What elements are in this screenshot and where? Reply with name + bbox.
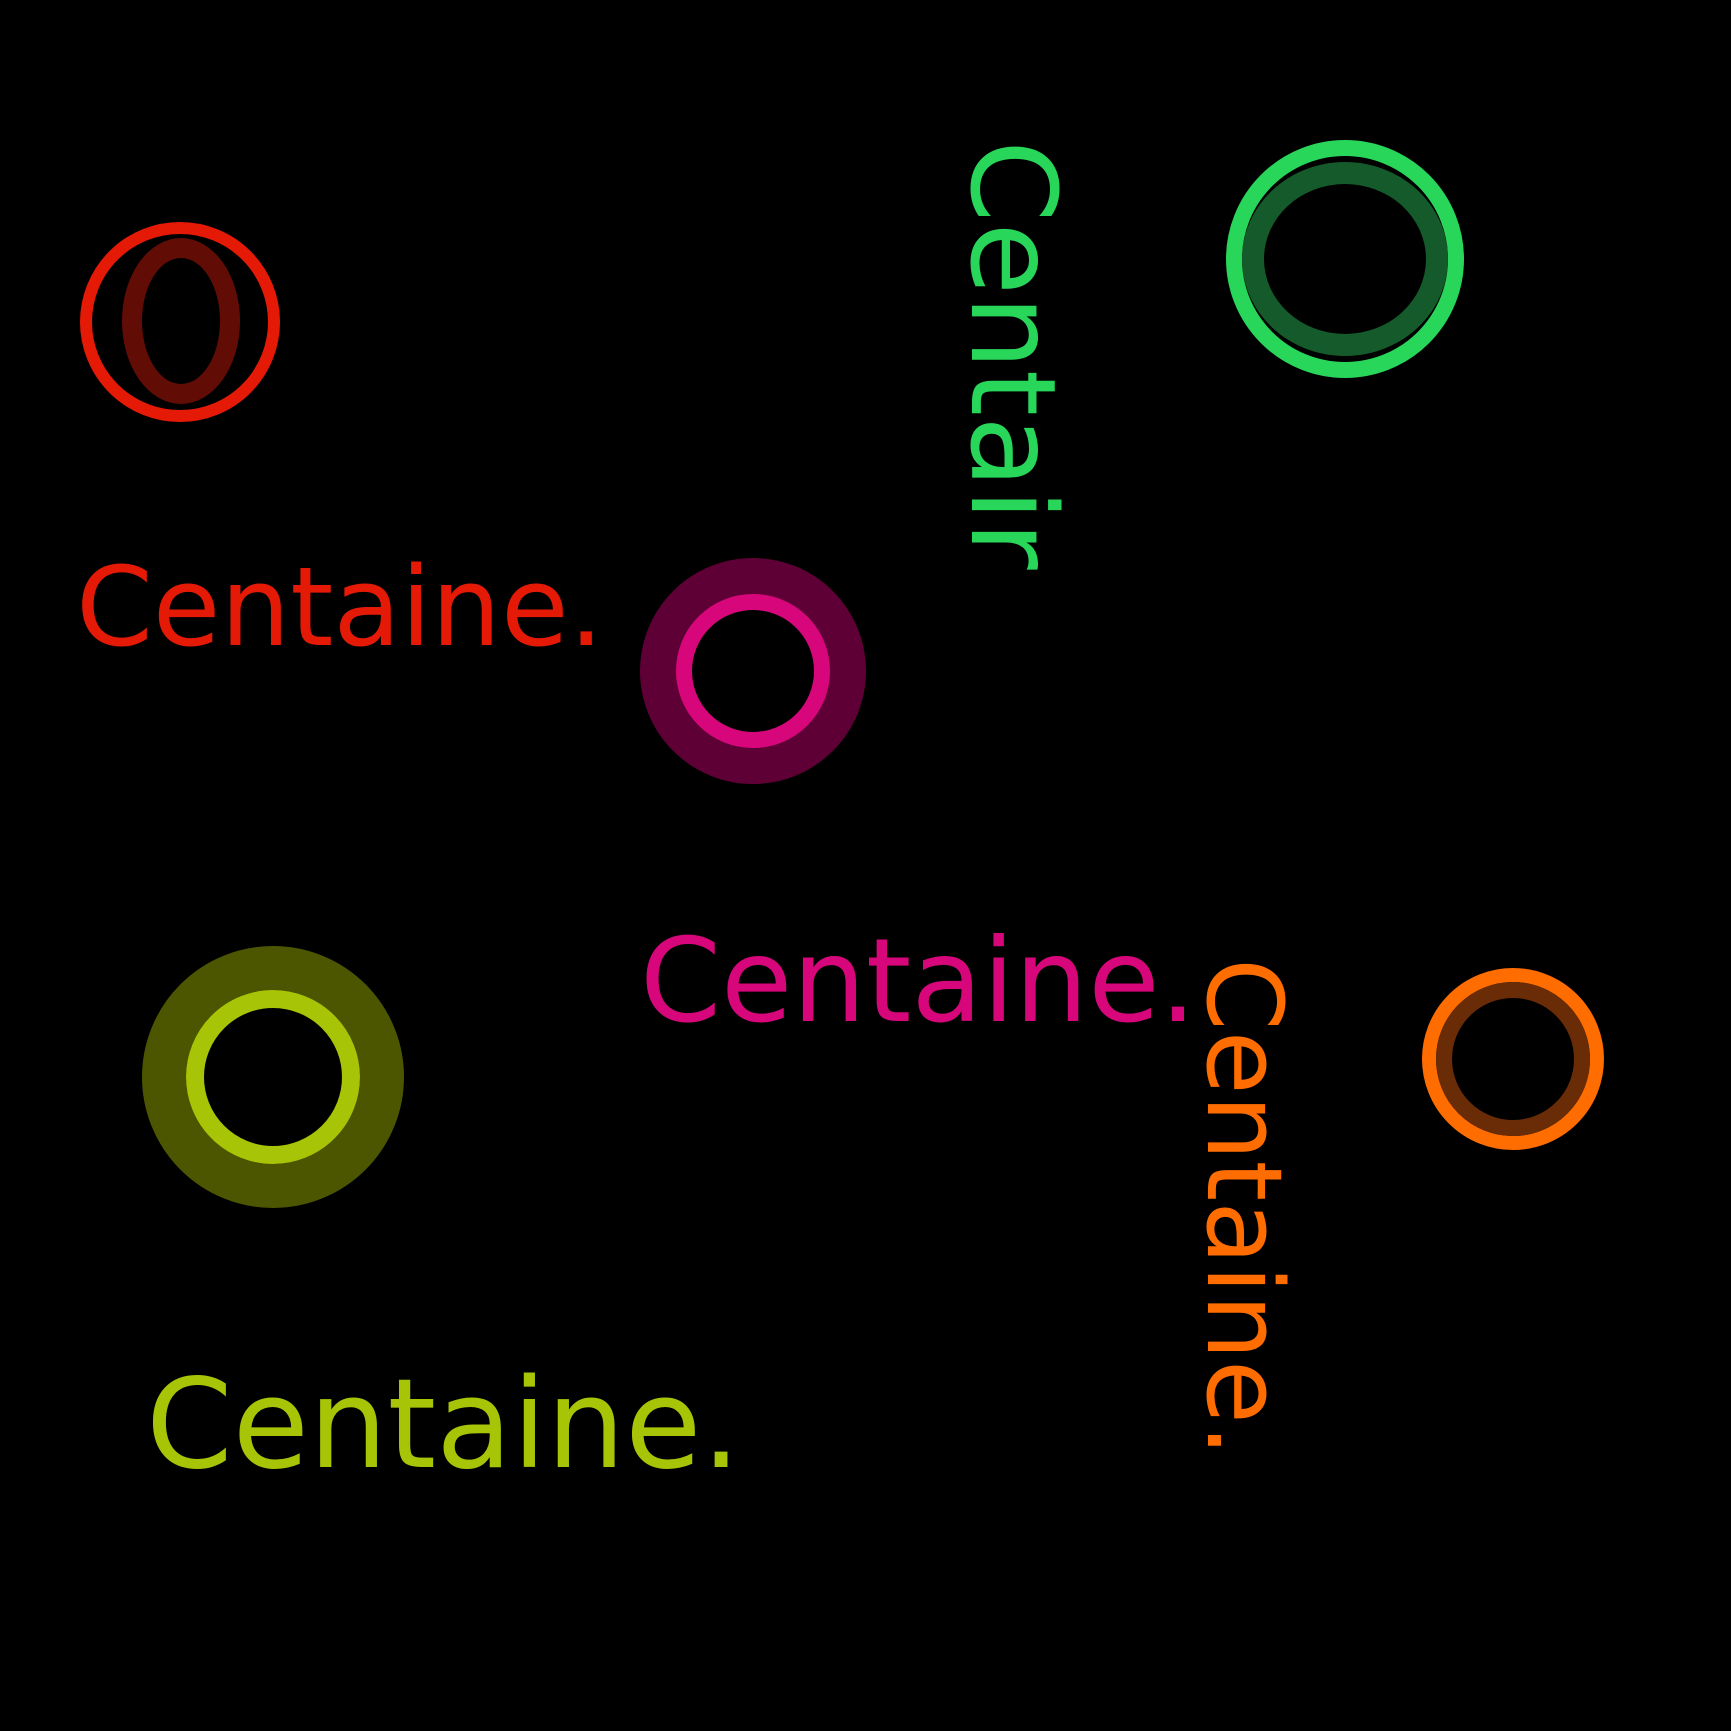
red-inner-ring-icon (122, 238, 240, 404)
green-vertical-label: Centair (944, 140, 1082, 570)
red-label: Centaine. (76, 543, 604, 671)
orange-inner-ring-icon (1436, 982, 1590, 1136)
magenta-inner-ring-icon (676, 594, 830, 748)
green-inner-ring-icon (1242, 162, 1448, 356)
orange-vertical-label: Centaine. (1183, 958, 1305, 1457)
yellow-green-inner-ring-icon (186, 990, 360, 1164)
magenta-label: Centaine. (640, 914, 1197, 1049)
yellow-green-label: Centaine. (146, 1353, 741, 1497)
